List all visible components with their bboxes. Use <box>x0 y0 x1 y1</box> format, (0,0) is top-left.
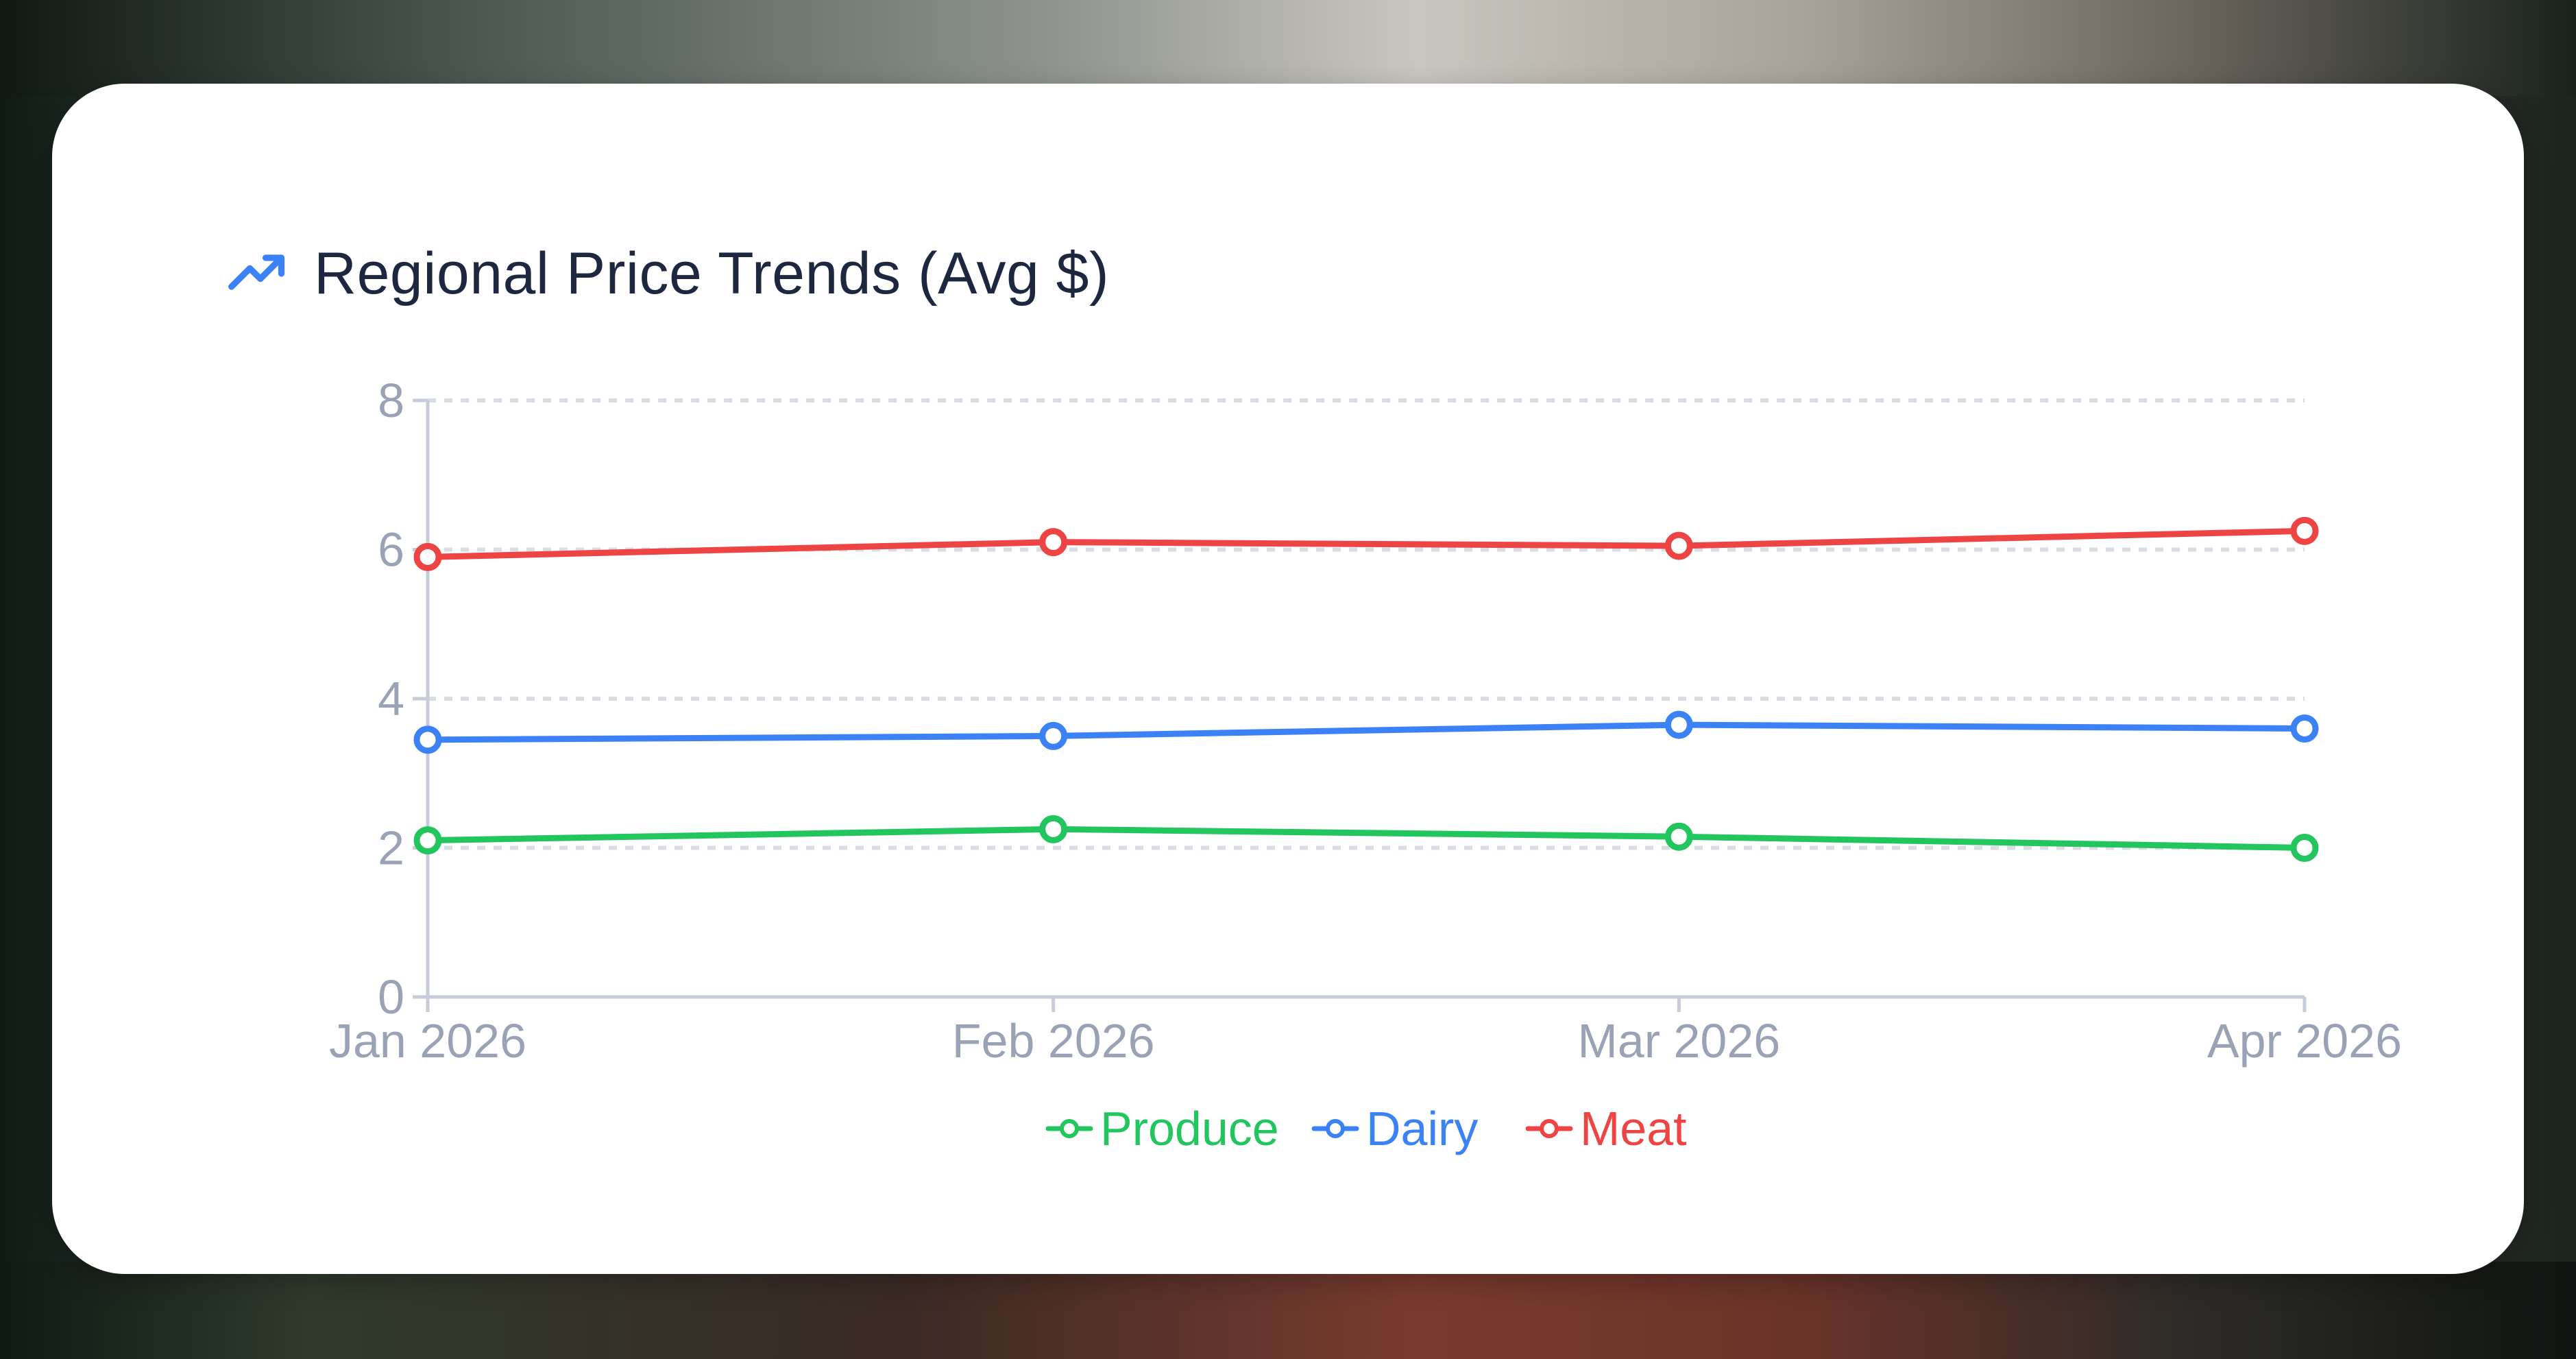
data-point-meat <box>1039 528 1068 557</box>
data-point-dairy <box>1039 721 1068 750</box>
chart-header: Regional Price Trends (Avg $) <box>226 236 1109 311</box>
data-point-produce <box>2290 834 2319 862</box>
series-line-meat <box>424 527 2308 560</box>
legend-label-dairy: Dairy <box>1366 1102 1478 1155</box>
y-tick-label: 6 <box>378 523 404 577</box>
background-top <box>0 0 2576 96</box>
series-line-dairy <box>424 721 2308 743</box>
legend-label-meat: Meat <box>1580 1102 1687 1155</box>
series-line-produce <box>424 826 2308 851</box>
x-tick-label: Mar 2026 <box>1577 1014 1780 1068</box>
x-tick-label: Feb 2026 <box>952 1014 1155 1068</box>
y-tick-label: 8 <box>378 374 404 427</box>
data-point-meat <box>2290 516 2319 545</box>
data-point-meat <box>1664 531 1693 560</box>
y-tick-label: 4 <box>378 672 404 725</box>
legend-marker-dot-meat <box>1540 1119 1559 1138</box>
data-point-produce <box>413 826 442 855</box>
data-point-dairy <box>1664 710 1693 739</box>
trending-up-icon <box>226 242 289 305</box>
x-tick-label: Apr 2026 <box>2207 1014 2402 1068</box>
data-point-produce <box>1664 822 1693 851</box>
data-point-produce <box>1039 815 1068 843</box>
background-bottom <box>0 1262 2576 1359</box>
x-tick-label: Jan 2026 <box>329 1014 526 1068</box>
data-point-dairy <box>2290 714 2319 743</box>
data-point-meat <box>413 542 442 571</box>
legend-marker-dot-dairy <box>1326 1119 1345 1138</box>
legend-label-produce: Produce <box>1100 1102 1279 1155</box>
y-tick-label: 2 <box>378 821 404 875</box>
data-point-dairy <box>413 725 442 754</box>
legend-marker-dot-produce <box>1060 1119 1079 1138</box>
chart-card <box>52 84 2524 1274</box>
y-tick-label: 0 <box>378 970 404 1024</box>
chart-title: Regional Price Trends (Avg $) <box>314 240 1110 306</box>
